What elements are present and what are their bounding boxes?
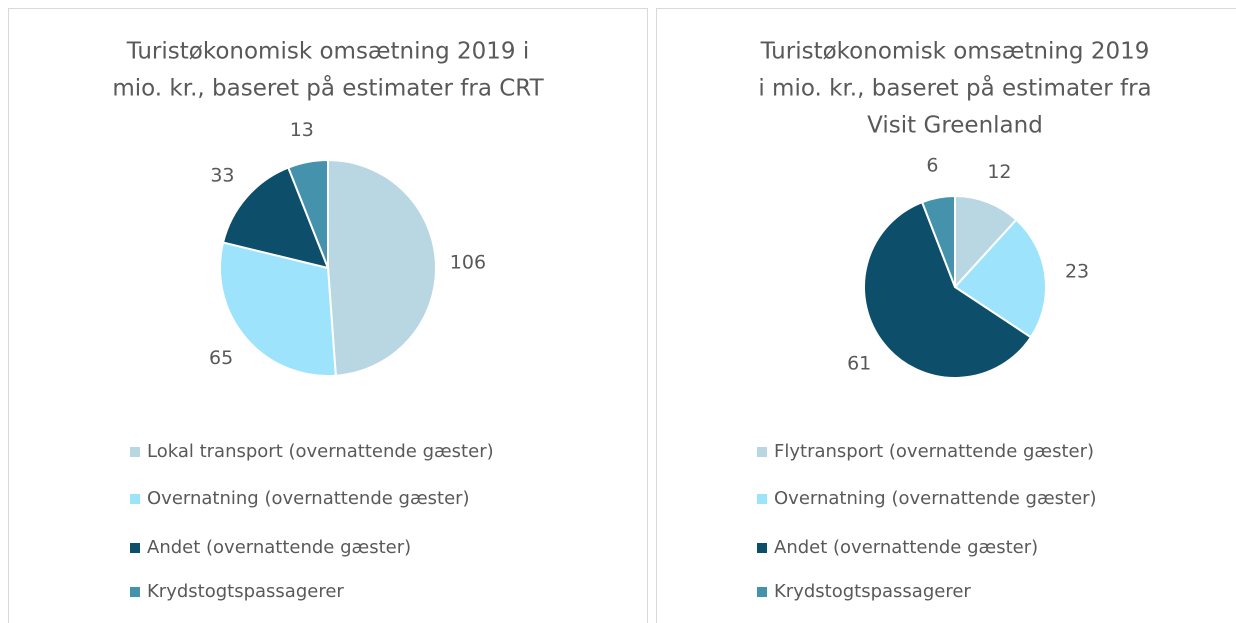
chart-title: Visit Greenland <box>867 113 1043 139</box>
data-label: 33 <box>210 165 234 187</box>
data-label: 6 <box>926 155 938 177</box>
pie-slice <box>287 158 329 269</box>
legend-label: Overnatning (overnattende gæster) <box>147 488 470 509</box>
legend-marker <box>757 494 767 504</box>
chart-title: mio. kr., baseret på estimater fra CRT <box>112 74 544 102</box>
legend-marker <box>130 587 140 597</box>
legend-marker <box>130 494 140 504</box>
chart-title: Turistøkonomisk omsætning 2019 i <box>126 39 529 65</box>
pie-slice <box>920 194 956 288</box>
legend-label: Krydstogtspassagerer <box>147 581 344 602</box>
pie-slice <box>221 166 330 270</box>
legend-label: Krydstogtspassagerer <box>774 581 971 602</box>
data-label: 65 <box>209 347 233 369</box>
data-label: 12 <box>987 161 1011 183</box>
data-label: 61 <box>847 353 871 375</box>
pie-slice <box>954 194 1018 290</box>
pie-slice <box>953 218 1048 339</box>
pie-slice <box>863 200 1033 379</box>
legend-marker <box>130 543 140 553</box>
legend-label: Andet (overnattende gæster) <box>774 537 1038 558</box>
legend-marker <box>757 587 767 597</box>
legend-label: Overnatning (overnattende gæster) <box>774 488 1097 509</box>
data-label: 13 <box>290 119 314 141</box>
legend-marker <box>757 543 767 553</box>
pie-slice <box>327 158 437 377</box>
chart-title: i mio. kr., baseret på estimater fra <box>758 74 1151 102</box>
legend-label: Flytransport (overnattende gæster) <box>774 441 1094 462</box>
data-label: 23 <box>1065 260 1089 282</box>
legend-marker <box>757 447 767 457</box>
pie-slice <box>219 241 337 377</box>
data-label: 106 <box>450 251 486 273</box>
legend-label: Andet (overnattende gæster) <box>147 537 411 558</box>
legend-marker <box>130 447 140 457</box>
legend-label: Lokal transport (overnattende gæster) <box>147 441 494 462</box>
chart-title: Turistøkonomisk omsætning 2019 <box>760 39 1150 65</box>
